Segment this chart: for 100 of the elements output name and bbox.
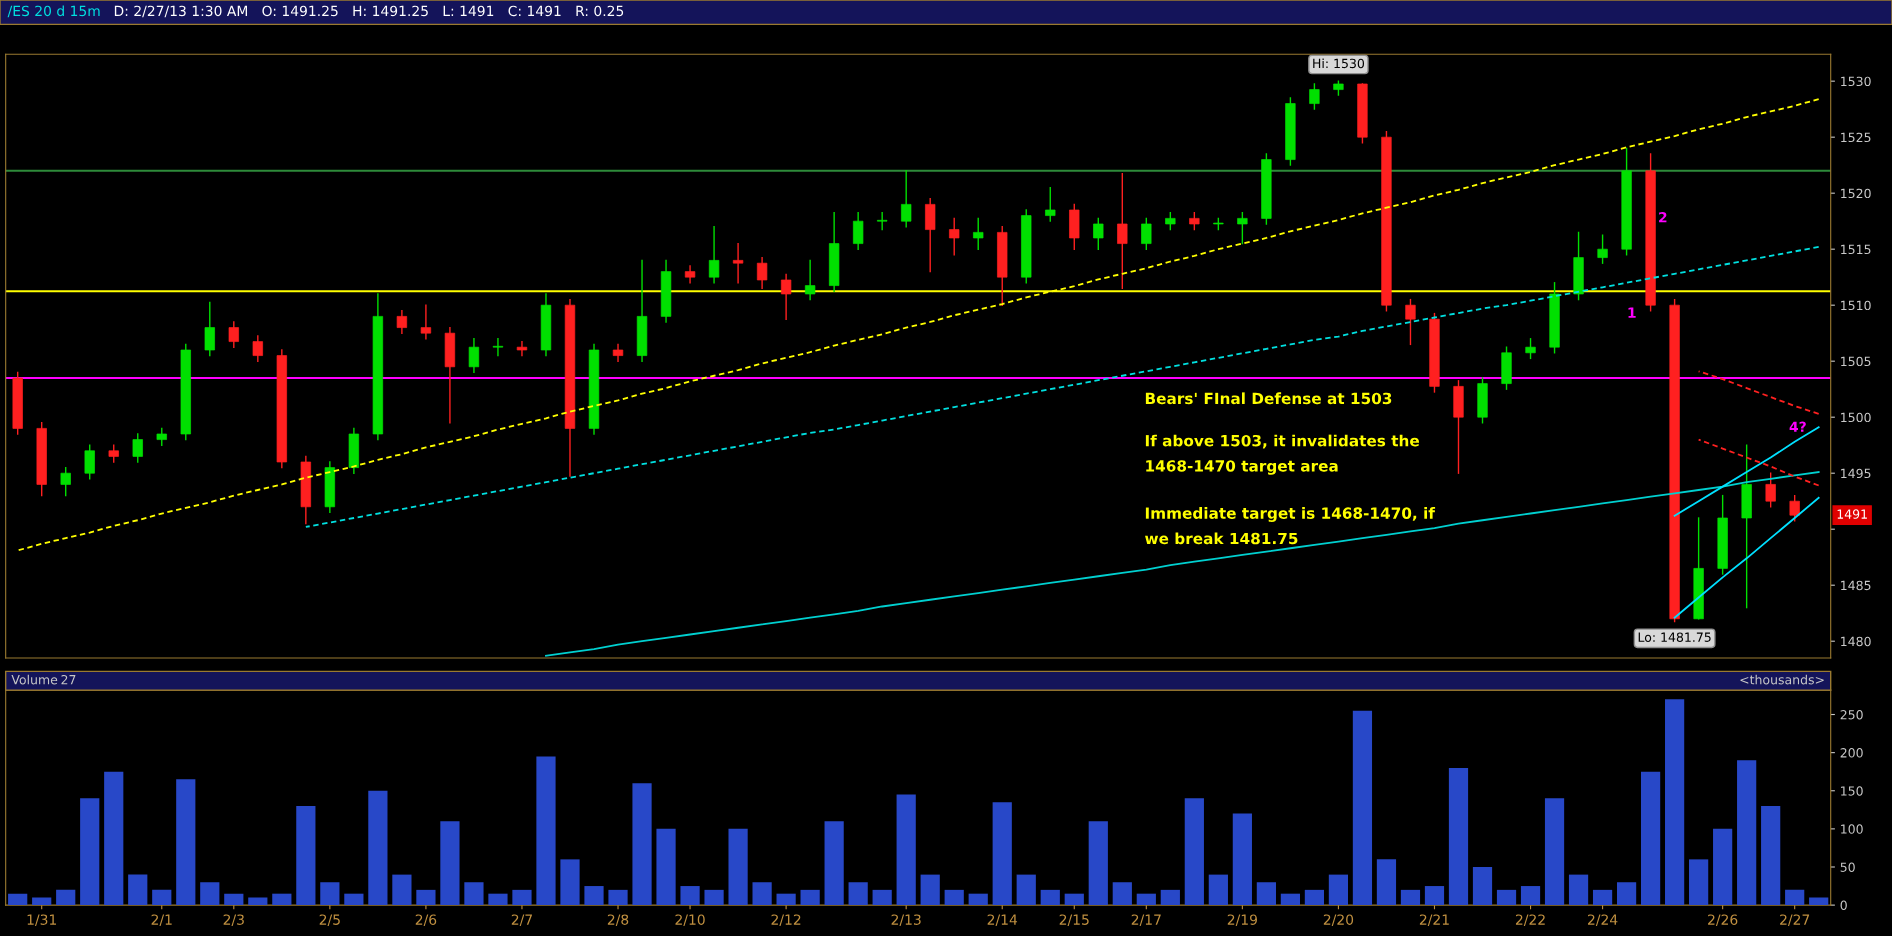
bar [416,889,436,906]
bar [464,882,484,906]
bar [752,882,772,906]
bar [392,874,412,906]
bar [80,798,100,906]
bar [1184,798,1204,906]
bar [896,794,916,906]
candlestick [252,335,263,362]
bar [1256,882,1276,906]
bar [1785,889,1805,906]
bar [1448,767,1469,906]
text: 1491 [1837,509,1867,519]
bar [968,893,988,906]
bar [344,893,364,906]
x-tick-label: 2/13 [891,914,921,926]
bar [296,806,316,906]
annotation: 1 [1628,307,1636,318]
bar [632,783,652,906]
bar [944,889,964,906]
candlestick [877,212,888,231]
y-tick-label: 1520 [1841,188,1871,199]
candlestick [396,310,408,334]
candlestick [732,242,744,284]
bar [320,882,340,906]
candlestick [132,433,143,463]
bar [800,889,820,906]
bar [1616,882,1637,906]
annotation: 4? [1789,421,1806,432]
bar [656,828,676,906]
candlestick [1141,217,1152,250]
y-tick-label: 250 [1840,709,1863,720]
candlestick [1093,217,1104,250]
y-tick-label: 1510 [1841,300,1871,311]
candlestick [1117,172,1128,290]
bar [1304,889,1325,906]
x-tick-label: 2/15 [1059,914,1089,926]
bar [608,889,628,906]
annotation: Lo: 1481.75 [1638,632,1711,642]
candlestick [1765,472,1776,508]
bar [920,874,940,906]
annotation: Immediate target is 1468-1470, if we break 1481.75 [1145,507,1436,545]
bar [1544,798,1565,906]
bar [104,771,124,906]
bar [224,893,244,906]
bar [1232,813,1252,906]
bar [1016,874,1036,906]
bar [1472,866,1493,906]
x-tick-label: 2/12 [771,914,801,926]
annotation: Bears' FInal Defense at 1503 [1145,392,1392,405]
x-tick-label: 2/3 [223,914,244,926]
bar [728,828,748,906]
chart-subtitle: D: 2/27/13 1:30 AM O: 1491.25 H: 1491.25 L: 1491 C: 1491 R: 0.25 [114,5,624,18]
bar [1400,889,1421,906]
candlestick [516,340,528,357]
bar [128,874,148,906]
candlestick [1237,212,1248,245]
candlestick [612,343,624,362]
bar [584,886,604,906]
bar [1640,771,1661,906]
bar [368,790,388,906]
candlestick [1405,298,1416,346]
bar [1665,699,1685,906]
bar [248,897,268,906]
y-tick-label: 1500 [1841,412,1871,423]
bar [872,889,892,906]
x-tick-label: 2/14 [987,914,1018,926]
candlestick [1045,186,1056,222]
x-tick-label: 2/17 [1131,914,1161,926]
candlestick [420,304,432,340]
y-tick-label: 1515 [1841,244,1871,255]
annotation: Hi: 1530 [1313,58,1365,69]
bar [1280,893,1300,906]
bar [272,893,292,906]
annotation: 2 [1659,212,1667,223]
bar [1568,874,1589,906]
bar [488,893,508,906]
y-tick-label: 150 [1841,786,1863,796]
y-tick-label: 1480 [1841,636,1871,647]
candlestick [228,321,239,348]
x-tick-label: 2/22 [1515,914,1545,926]
candlestick [708,226,720,284]
bar [176,779,196,906]
chart-title: Volume [11,674,58,685]
bar [440,821,460,906]
y-tick-label: 0 [1840,900,1847,911]
x-tick-label: 2/5 [319,914,340,926]
x-tick-label: 2/21 [1419,914,1449,926]
bar [1713,828,1733,906]
bar [56,889,76,906]
bar [1592,889,1613,906]
bar [536,756,556,906]
x-tick-label: 2/20 [1323,914,1354,926]
annotation: If above 1503, it invalidates the 1468-1470 target area [1145,434,1420,475]
text: <thousands> [1740,674,1824,685]
candlestick [60,466,71,497]
y-tick-label: 100 [1841,824,1863,834]
bar [1496,889,1517,906]
candlestick [973,217,984,250]
bar [1352,710,1373,906]
x-tick-label: 2/27 [1780,914,1810,926]
